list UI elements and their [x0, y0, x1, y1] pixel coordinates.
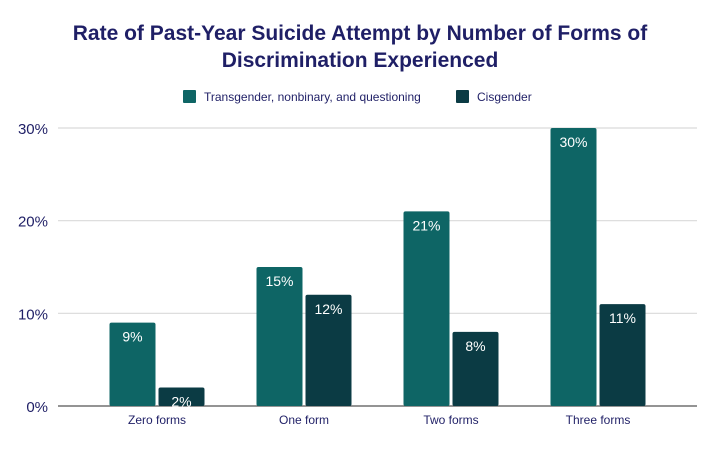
- y-tick-label: 30%: [18, 121, 48, 138]
- bar: [599, 304, 646, 406]
- legend-label: Transgender, nonbinary, and questioning: [204, 90, 421, 104]
- legend-swatch: [183, 90, 196, 103]
- legend-swatch: [456, 90, 469, 103]
- y-tick-label: 10%: [18, 306, 48, 323]
- bar: [256, 267, 303, 406]
- x-tick-label: Two forms: [423, 413, 478, 427]
- bar: [550, 128, 597, 406]
- chart-title-line: Rate of Past-Year Suicide Attempt by Num…: [72, 22, 648, 45]
- chart-title: Rate of Past-Year Suicide Attempt by Num…: [0, 20, 720, 74]
- data-label: 30%: [559, 134, 587, 150]
- data-label: 15%: [265, 273, 293, 289]
- bar: [403, 211, 450, 406]
- data-label: 21%: [412, 217, 440, 233]
- data-label: 11%: [609, 310, 636, 326]
- bar: [158, 387, 205, 406]
- legend-label: Cisgender: [477, 90, 532, 104]
- x-tick-label: Three forms: [566, 413, 631, 427]
- bar: [109, 322, 156, 406]
- x-tick-label: Zero forms: [128, 413, 186, 427]
- data-label: 8%: [465, 338, 485, 354]
- data-label: 9%: [122, 329, 142, 345]
- bar: [452, 331, 499, 406]
- y-tick-label: 20%: [18, 214, 48, 231]
- bar: [305, 294, 352, 406]
- data-label: 2%: [171, 393, 191, 409]
- x-tick-label: One form: [279, 413, 329, 427]
- data-label: 12%: [314, 301, 342, 317]
- chart-title-line: Discrimination Experienced: [221, 49, 499, 72]
- y-tick-label: 0%: [26, 399, 48, 416]
